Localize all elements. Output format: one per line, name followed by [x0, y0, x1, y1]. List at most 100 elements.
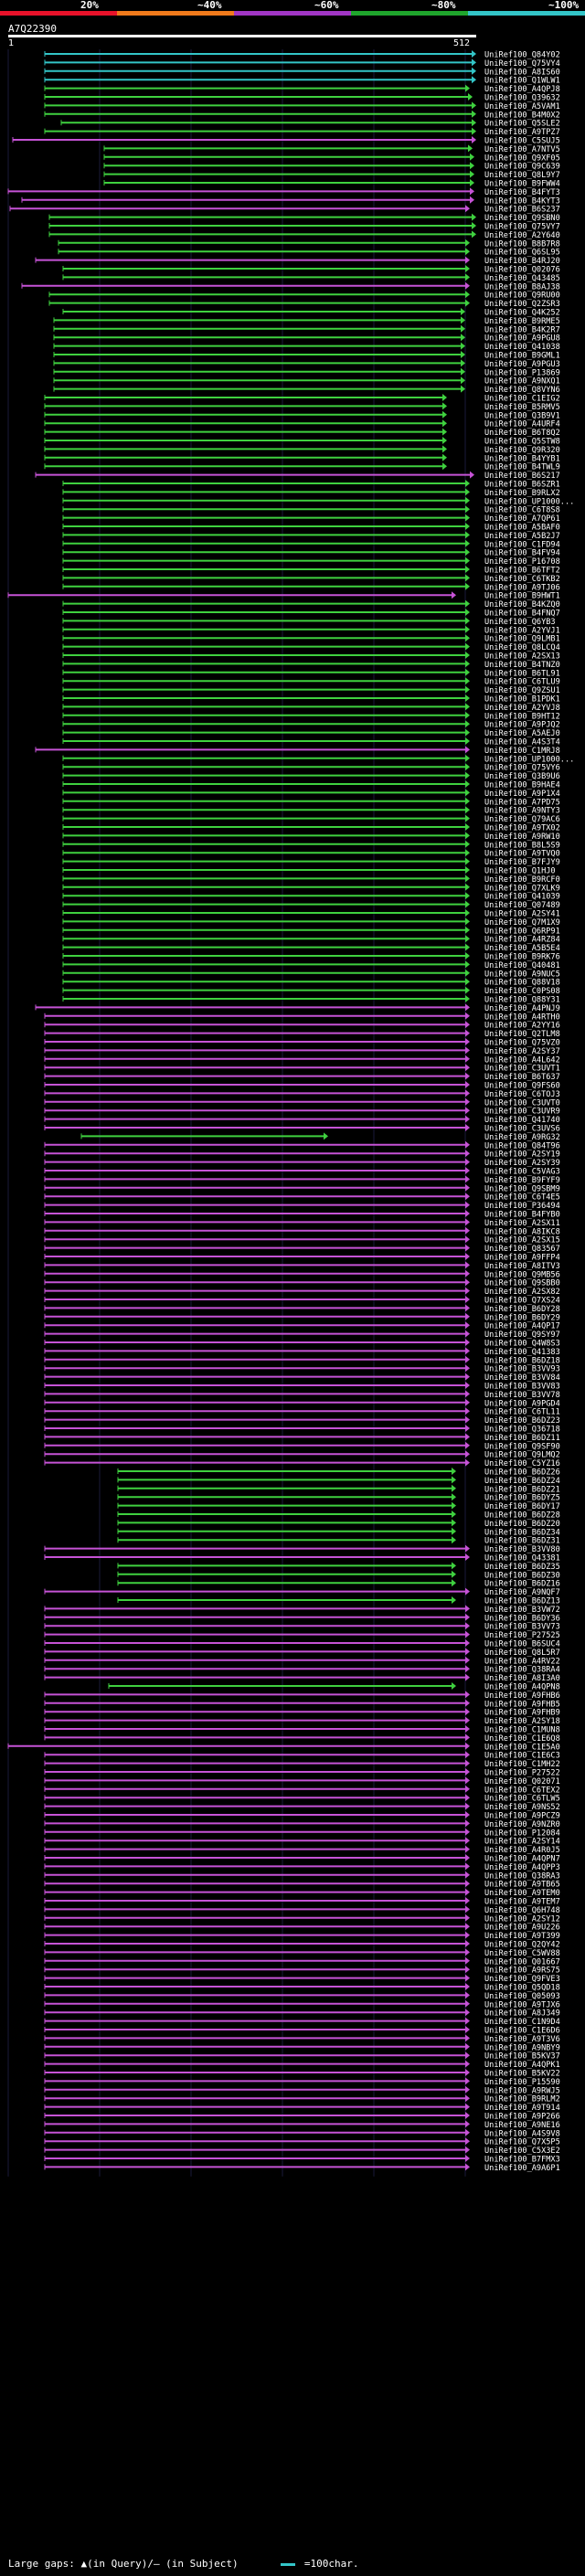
hit-end-arrow	[465, 986, 470, 994]
hit-end-arrow	[465, 926, 470, 934]
hit-id-label: UniRef100_A2SY39	[484, 1159, 560, 1168]
query-id: A7Q22390	[8, 23, 57, 35]
hit-id-label: UniRef100_A4S3T4	[484, 738, 560, 747]
hit-id-label: UniRef100_Q9XF05	[484, 154, 560, 163]
hit-id-label: UniRef100_A9RG32	[484, 1133, 560, 1142]
hit-end-arrow	[465, 797, 470, 805]
hit-id-label: UniRef100_A2SY18	[484, 1717, 560, 1726]
hit-id-label: UniRef100_Q01667	[484, 1957, 560, 1966]
hit-end-arrow	[465, 1742, 470, 1750]
hit-id-label: UniRef100_B6DZ18	[484, 1356, 560, 1365]
hit-end-arrow	[461, 359, 465, 367]
alignment-row: UniRef100_Q3B9V1	[44, 410, 560, 420]
hit-end-arrow	[470, 170, 474, 178]
alignment-row: UniRef100_A9PJQ2	[62, 720, 560, 730]
hit-end-arrow	[465, 480, 470, 487]
hit-id-label: UniRef100_A4R0J5	[484, 1846, 560, 1855]
hit-id-label: UniRef100_Q9LMB1	[484, 635, 560, 644]
hit-id-label: UniRef100_B8AJ38	[484, 282, 560, 292]
hit-id-label: UniRef100_A9PGU3	[484, 360, 560, 369]
hit-end-arrow	[465, 1656, 470, 1664]
alignment-row: UniRef100_A7NTV5	[103, 144, 560, 154]
hit-id-label: UniRef100_Q8L5R7	[484, 1648, 560, 1658]
alignment-row: UniRef100_Q1HJ0	[62, 866, 556, 876]
hit-id-label: UniRef100_Q2TLM8	[484, 1030, 560, 1039]
hit-end-arrow	[465, 205, 470, 213]
alignment-row: UniRef100_B6DZ30	[117, 1570, 560, 1580]
hit-end-arrow	[465, 1605, 470, 1613]
alignment-row: UniRef100_A2SX82	[44, 1287, 560, 1297]
alignment-row: UniRef100_A4QPP3	[44, 1862, 560, 1872]
hit-id-label: UniRef100_A9TJ06	[484, 583, 560, 592]
hit-end-arrow	[465, 1304, 470, 1312]
hit-id-label: UniRef100_A9T914	[484, 2104, 560, 2113]
hit-end-arrow	[472, 222, 476, 229]
hit-id-label: UniRef100_A9NQF7	[484, 1588, 560, 1597]
hit-end-arrow	[465, 754, 470, 762]
hit-id-label: UniRef100_Q7XLK9	[484, 884, 560, 893]
hit-id-label: UniRef100_B6DZ26	[484, 1468, 560, 1478]
hit-id-label: UniRef100_B6DZ20	[484, 1520, 560, 1529]
alignment-row: UniRef100_UP1000...	[62, 496, 574, 506]
alignment-row: UniRef100_B3VV93	[44, 1364, 560, 1374]
hit-end-arrow	[465, 1107, 470, 1115]
hit-end-arrow	[465, 548, 470, 557]
hit-id-label: UniRef100_P27525	[484, 1631, 560, 1640]
hit-id-label: UniRef100_A9PCZ9	[484, 1812, 560, 1821]
alignment-row: UniRef100_C6T4E5	[44, 1193, 560, 1203]
alignment-row: UniRef100_C6TL11	[44, 1407, 560, 1417]
hit-id-label: UniRef100_C6TEX2	[484, 1786, 560, 1795]
hit-id-label: UniRef100_A8J349	[484, 2009, 560, 2019]
hit-id-label: UniRef100_A4QPJ8	[484, 85, 560, 94]
hit-end-arrow	[465, 1124, 470, 1131]
hit-id-label: UniRef100_Q41383	[484, 1348, 560, 1357]
alignment-row: UniRef100_Q41039	[62, 892, 560, 902]
alignment-row: UniRef100_Q8LCQ4	[62, 642, 560, 652]
alignment-row: UniRef100_C1MUN8	[44, 1725, 560, 1735]
hit-end-arrow	[465, 599, 470, 608]
hit-end-arrow	[465, 789, 470, 797]
hit-id-label: UniRef100_B5KV37	[484, 2052, 560, 2062]
alignment-row: UniRef100_B5KV37	[44, 2051, 560, 2062]
alignment-row: UniRef100_Q84T96	[44, 1140, 560, 1150]
hit-end-arrow	[465, 1458, 470, 1467]
alignment-row: UniRef100_Q9R320	[44, 445, 560, 455]
hit-end-arrow	[465, 84, 470, 92]
hit-end-arrow	[465, 1287, 470, 1295]
hit-end-arrow	[465, 952, 470, 959]
hit-id-label: UniRef100_B6SZR1	[484, 481, 560, 490]
alignment-row: UniRef100_A4QPJ8	[44, 84, 560, 94]
alignment-row: UniRef100_A2YVJ8	[62, 703, 560, 713]
hit-id-label: UniRef100_Q8LCQ4	[484, 643, 560, 652]
hit-end-arrow	[470, 162, 474, 170]
alignment-row: UniRef100_B6DZ16	[117, 1579, 560, 1589]
hit-end-arrow	[465, 1038, 470, 1045]
hit-end-arrow	[468, 144, 473, 153]
alignment-row: UniRef100_B6SUC4	[44, 1639, 560, 1649]
alignment-row: UniRef100_A9RWJ5	[44, 2085, 560, 2095]
hit-end-arrow	[465, 281, 470, 290]
hit-id-label: UniRef100_B6DZ28	[484, 1511, 560, 1521]
alignment-row: UniRef100_B4FYB0	[44, 1210, 560, 1220]
alignment-row: UniRef100_B6DZ20	[117, 1519, 560, 1529]
alignment-row: UniRef100_A5B5E4	[62, 943, 560, 953]
hit-id-label: UniRef100_A9TB65	[484, 1881, 560, 1890]
hit-id-label: UniRef100_B6DZ24	[484, 1477, 560, 1486]
alignment-row: UniRef100_C3UVS6	[44, 1124, 560, 1134]
hit-end-arrow	[465, 2069, 470, 2076]
hit-id-label: UniRef100_C5X3E2	[484, 2147, 560, 2156]
alignment-row: UniRef100_A2YY16	[44, 1021, 560, 1031]
hit-end-arrow	[472, 67, 476, 75]
hit-id-label: UniRef100_B4FV94	[484, 549, 560, 558]
hit-end-arrow	[461, 342, 465, 350]
alignment-row: UniRef100_Q7X5P5	[44, 2137, 560, 2147]
alignment-row: UniRef100_B6DYZ5	[117, 1493, 560, 1503]
hit-id-label: UniRef100_UP1000...	[484, 755, 574, 764]
hit-id-label: UniRef100_B6TFT2	[484, 567, 560, 576]
alignment-row: UniRef100_B6DZ26	[117, 1468, 560, 1478]
alignment-row: UniRef100_B6DZ28	[117, 1511, 560, 1521]
alignment-row: UniRef100_B4TWL9	[44, 462, 560, 472]
alignment-row: UniRef100_B9HWT1	[7, 591, 560, 601]
alignment-row: UniRef100_Q05093	[44, 1991, 560, 2001]
hit-id-label: UniRef100_Q38RA4	[484, 1666, 560, 1675]
